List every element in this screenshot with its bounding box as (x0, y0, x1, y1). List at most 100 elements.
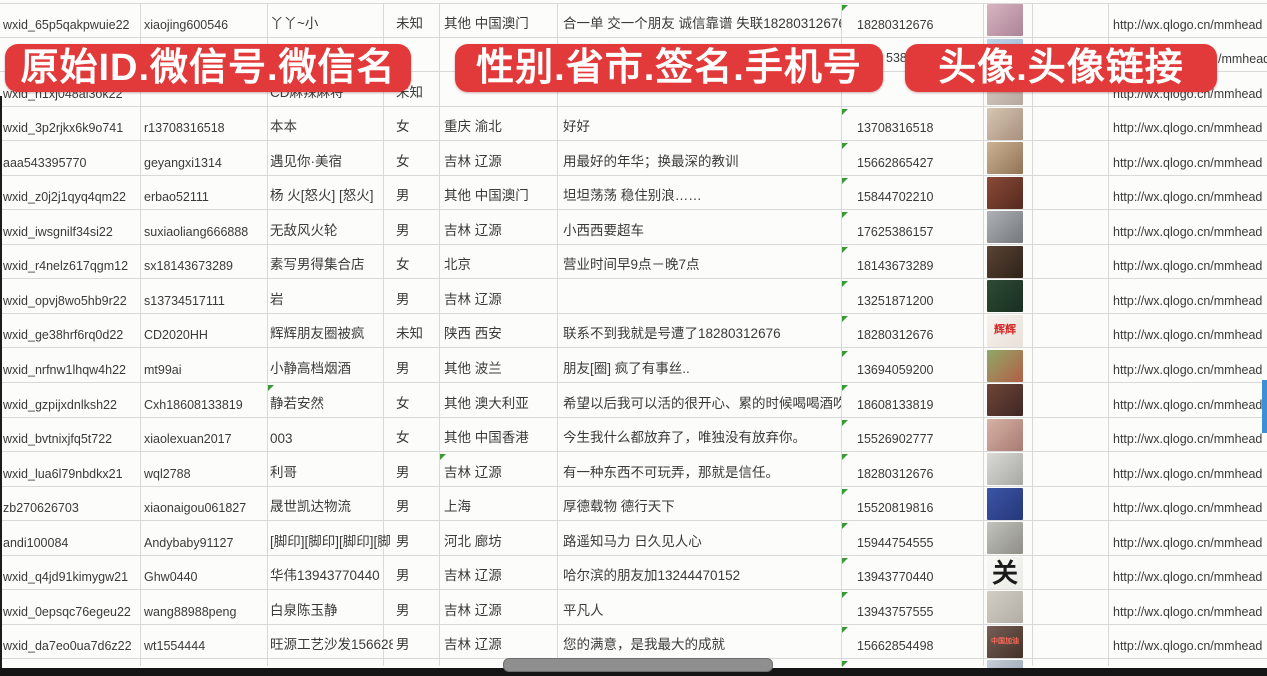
avatar-image[interactable] (987, 211, 1023, 244)
avatar-image[interactable]: 中国加油 (987, 625, 1023, 658)
avatar-image[interactable]: 辉辉 (987, 314, 1023, 347)
cell-original-id[interactable]: wxid_r4nelz617qgm12 (3, 259, 129, 274)
horizontal-scrollbar-track[interactable] (0, 668, 1267, 676)
cell-signature[interactable]: 合一单 交一个朋友 诚信靠谱 失联18280312676 (563, 15, 841, 31)
cell-signature[interactable]: 有一种东西不可玩弄，那就是信任。 (563, 464, 779, 480)
avatar-image[interactable] (987, 418, 1023, 451)
cell-signature[interactable]: 联系不到我就是号遭了18280312676 (563, 326, 781, 342)
cell-phone-number[interactable] (841, 659, 983, 676)
cell-signature[interactable]: 朋友[圈] 疯了有事丝.. (563, 361, 690, 377)
cell-province-city[interactable]: 其他 中国澳门 (444, 15, 529, 31)
cell-wechat-id[interactable]: Cxh18608133819 (144, 397, 243, 412)
avatar-image[interactable] (987, 280, 1023, 313)
cell-avatar-link[interactable]: http://wx.qlogo.cn/mmhead (1113, 570, 1263, 585)
cell-wechat-id[interactable]: r13708316518 (144, 121, 225, 136)
cell-phone-number[interactable]: 17625386157 (841, 210, 983, 244)
cell-avatar-link[interactable]: http://wx.qlogo.cn/mmhead (1113, 121, 1263, 136)
cell-wechat-name[interactable]: 晟世凯达物流 (270, 499, 351, 515)
cell-phone-number[interactable]: 15526902777 (841, 418, 983, 452)
cell-wechat-name[interactable]: 杨 火[怒火] [怒火] (270, 188, 374, 204)
cell-province-city[interactable]: 吉林 辽源 (444, 637, 502, 653)
cell-province-city[interactable]: 吉林 辽源 (444, 153, 502, 169)
cell-province-city[interactable]: 吉林 辽源 (444, 568, 502, 584)
cell-original-id[interactable]: wxid_ge38hrf6rq0d22 (3, 328, 124, 343)
cell-signature[interactable] (557, 279, 841, 313)
cell-avatar-link[interactable]: http://wx.qlogo.cn/mmhead (1113, 639, 1263, 654)
cell-gender[interactable]: 男 (396, 568, 410, 584)
cell-province-city[interactable]: 其他 澳大利亚 (444, 395, 529, 411)
cell-avatar-link[interactable]: http://wx.qlogo.cn/mmhead (1113, 190, 1263, 205)
cell-province-city[interactable]: 北京 (444, 257, 471, 273)
cell-phone-number[interactable]: 15662865427 (841, 141, 983, 175)
cell-gender[interactable]: 未知 (396, 15, 423, 31)
cell-province-city[interactable]: 吉林 辽源 (439, 452, 557, 486)
cell-wechat-name[interactable]: 本本 (270, 119, 297, 135)
cell-wechat-id[interactable]: erbao52111 (144, 190, 209, 205)
cell-phone-number[interactable]: 15944754555 (841, 521, 983, 555)
cell-wechat-id[interactable]: wang88988peng (144, 604, 237, 619)
cell-gender[interactable]: 女 (396, 430, 410, 446)
cell-wechat-id[interactable]: s13734517111 (144, 293, 225, 308)
cell-original-id[interactable]: wxid_0epsqc76egeu22 (3, 604, 131, 619)
cell-wechat-name[interactable]: [脚印][脚印][脚印][脚 (270, 533, 391, 549)
cell-phone-number[interactable]: 15662854498 (841, 625, 983, 659)
cell-phone-number[interactable]: 13943770440 (841, 556, 983, 590)
cell-signature[interactable]: 营业时间早9点－晚7点 (563, 257, 700, 273)
cell-wechat-name[interactable]: 白泉陈玉静 (270, 602, 338, 618)
cell-province-city[interactable]: 陕西 西安 (444, 326, 502, 342)
avatar-image[interactable] (987, 107, 1023, 140)
cell-wechat-name[interactable]: 利哥 (270, 464, 297, 480)
cell-signature[interactable]: 好好 (563, 119, 590, 135)
cell-original-id[interactable]: wxid_da7eo0ua7d6z22 (3, 639, 132, 654)
cell-signature[interactable]: 希望以后我可以活的很开心、累的时候喝喝酒吹吹[ (563, 395, 841, 411)
cell-gender[interactable]: 男 (396, 291, 410, 307)
cell-avatar-link[interactable]: http://wx.qlogo.cn/mmhead (1113, 17, 1263, 32)
cell-avatar-link[interactable]: http://wx.qlogo.cn/mmhead (1113, 155, 1263, 170)
cell-wechat-id[interactable]: Ghw0440 (144, 570, 198, 585)
cell-wechat-id[interactable]: CD2020HH (144, 328, 208, 343)
cell-province-city[interactable]: 吉林 辽源 (444, 602, 502, 618)
cell-gender[interactable]: 男 (396, 188, 410, 204)
cell-gender[interactable]: 女 (396, 395, 410, 411)
cell-avatar-link[interactable]: http://wx.qlogo.cn/mmhead (1113, 432, 1263, 447)
cell-province-city[interactable]: 其他 中国澳门 (444, 188, 529, 204)
cell-signature[interactable]: 今生我什么都放弃了，唯独没有放弃你。 (563, 430, 806, 446)
avatar-image[interactable] (987, 142, 1023, 175)
cell-wechat-name[interactable]: 静若安然 (267, 383, 393, 417)
cell-avatar-link[interactable]: http://wx.qlogo.cn/mmhead (1113, 535, 1263, 550)
cell-wechat-id[interactable]: xiaolexuan2017 (144, 432, 232, 447)
cell-province-city[interactable]: 吉林 辽源 (444, 291, 502, 307)
avatar-image[interactable] (987, 591, 1023, 624)
avatar-image[interactable] (987, 522, 1023, 555)
cell-original-id[interactable]: wxid_bvtnixjfq5t722 (3, 432, 113, 447)
cell-phone-number[interactable]: 18143673289 (841, 245, 983, 279)
cell-original-id[interactable]: wxid_nrfnw1lhqw4h22 (3, 363, 126, 378)
cell-phone-number[interactable]: 13694059200 (841, 349, 983, 383)
cell-avatar-link[interactable]: http://wx.qlogo.cn/mmhead (1113, 363, 1263, 378)
cell-gender[interactable]: 男 (396, 637, 410, 653)
cell-gender[interactable]: 男 (396, 361, 410, 377)
cell-gender[interactable]: 未知 (396, 326, 423, 342)
cell-original-id[interactable]: wxid_q4jd91kimygw21 (3, 570, 129, 585)
cell-gender[interactable]: 男 (396, 222, 410, 238)
cell-province-city[interactable]: 其他 中国香港 (444, 430, 529, 446)
cell-wechat-name[interactable]: 小静高档烟酒 (270, 361, 351, 377)
cell-phone-number[interactable]: 13708316518 (841, 107, 983, 141)
avatar-image[interactable] (987, 4, 1023, 36)
cell-gender[interactable]: 男 (396, 464, 410, 480)
cell-wechat-name[interactable]: 旺源工艺沙发15662854 (270, 637, 393, 653)
cell-phone-number[interactable]: 18280312676 (841, 452, 983, 486)
cell-wechat-name[interactable]: 丫丫~小 (270, 15, 319, 31)
cell-phone-number[interactable]: 15844702210 (841, 176, 983, 210)
cell-wechat-id[interactable]: xiaojing600546 (144, 17, 229, 32)
cell-gender[interactable]: 女 (396, 153, 410, 169)
cell-wechat-id[interactable]: suxiaoliang666888 (144, 224, 249, 239)
avatar-image[interactable] (987, 453, 1023, 486)
vertical-scrollbar-thumb[interactable] (1262, 380, 1267, 433)
cell-original-id[interactable]: wxid_opvj8wo5hb9r22 (3, 293, 127, 308)
cell-wechat-name[interactable]: 华伟13943770440 (270, 568, 380, 584)
cell-avatar-link[interactable]: http://wx.qlogo.cn/mmhead (1113, 259, 1263, 274)
cell-original-id[interactable]: wxid_3p2rjkx6k9o741 (3, 121, 124, 136)
cell-original-id[interactable]: andi100084 (3, 535, 69, 550)
cell-province-city[interactable]: 重庆 渝北 (444, 119, 502, 135)
